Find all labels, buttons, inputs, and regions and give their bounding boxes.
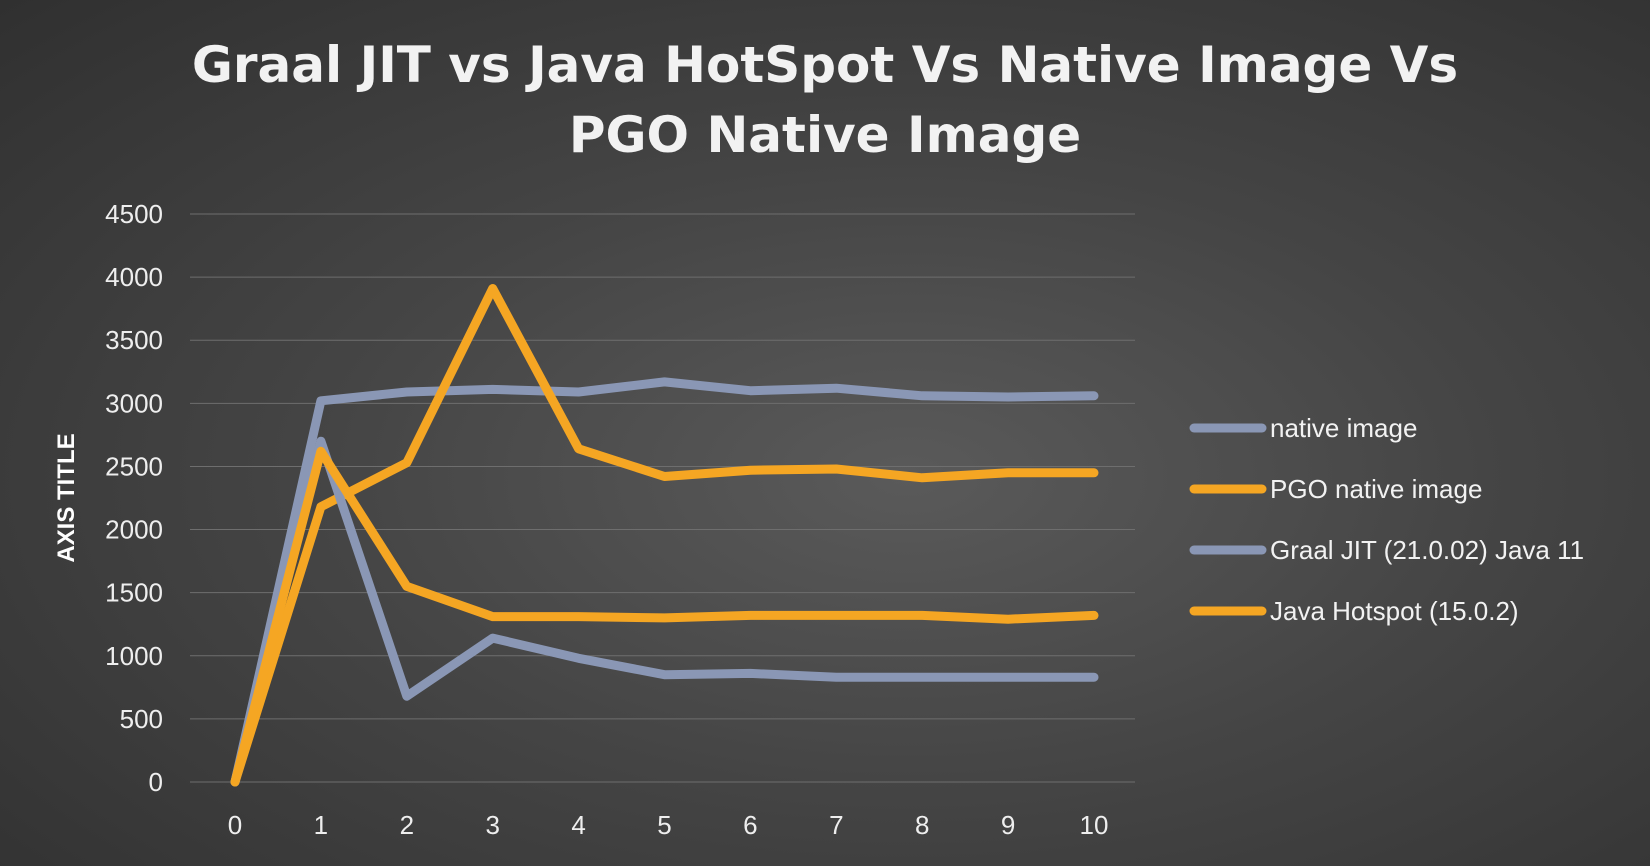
x-tick-label: 0 [228,810,242,840]
x-tick-label: 4 [571,810,585,840]
legend-label: Graal JIT (21.0.02) Java 11 [1270,535,1584,565]
y-tick-label: 3000 [105,388,163,418]
x-tick-label: 7 [829,810,843,840]
legend-label: native image [1270,413,1417,443]
x-tick-label: 5 [657,810,671,840]
x-tick-label: 9 [1001,810,1015,840]
y-tick-label: 0 [149,767,163,797]
y-tick-label: 2500 [105,451,163,481]
y-tick-label: 4000 [105,262,163,292]
y-tick-label: 3500 [105,325,163,355]
legend-label: PGO native image [1270,474,1482,504]
x-tick-label: 6 [743,810,757,840]
legend-item: PGO native image [1189,474,1482,504]
x-tick-label: 3 [485,810,499,840]
legend-item: Java Hotspot (15.0.2) [1189,596,1519,626]
y-axis-ticks: 0 500 1000 1500 2000 2500 3000 3500 4000 4500 [105,199,163,797]
chart-title-line-1: Graal JIT vs Java HotSpot Vs Native Imag… [192,36,1458,94]
x-tick-label: 1 [314,810,328,840]
y-axis-title: AXIS TITLE [53,433,80,562]
y-tick-label: 2000 [105,515,163,545]
legend-item: native image [1189,413,1417,443]
series-line-2 [230,284,1099,787]
x-tick-label: 8 [915,810,929,840]
series-lines [230,284,1099,787]
legend: native image PGO native image Graal JIT (2… [1189,413,1584,626]
legend-item: Graal JIT (21.0.02) Java 11 [1189,535,1584,565]
x-tick-label: 2 [400,810,414,840]
legend-label: Java Hotspot (15.0.2) [1270,596,1519,626]
series-line-4 [230,446,1099,787]
y-tick-label: 500 [120,704,163,734]
series-line-3 [230,436,1099,787]
chart-title-line-2: PGO Native Image [569,106,1081,164]
y-tick-label: 4500 [105,199,163,229]
x-tick-label: 10 [1080,810,1109,840]
gridlines [190,213,1135,783]
y-tick-label: 1500 [105,578,163,608]
x-axis-ticks: 0 1 2 3 4 5 6 7 8 9 10 [228,810,1109,840]
chart-title: Graal JIT vs Java HotSpot Vs Native Imag… [192,36,1458,164]
y-tick-label: 1000 [105,641,163,671]
series-line-1 [230,377,1099,787]
